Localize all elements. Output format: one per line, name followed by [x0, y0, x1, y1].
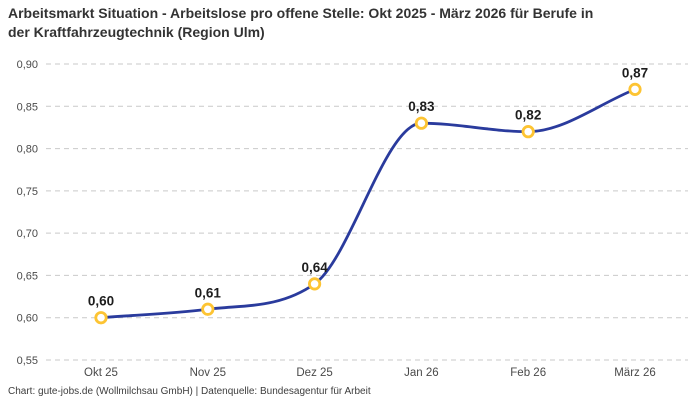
y-axis-tick-label: 0,75 — [17, 186, 38, 198]
y-axis-tick-label: 0,55 — [17, 355, 38, 367]
data-point-label: 0,60 — [88, 294, 114, 309]
data-point-label: 0,83 — [408, 99, 435, 114]
y-axis-tick-label: 0,90 — [17, 59, 38, 71]
x-axis-tick-label: Feb 26 — [510, 367, 546, 379]
x-axis-tick-label: Nov 25 — [190, 367, 226, 379]
x-axis-tick-label: Okt 25 — [84, 367, 118, 379]
chart-footer-credit: Chart: gute-jobs.de (Wollmilchsau GmbH) … — [8, 386, 371, 397]
y-axis-tick-label: 0,60 — [17, 313, 38, 325]
x-axis-tick-label: März 26 — [614, 367, 656, 379]
y-axis-tick-label: 0,80 — [17, 144, 38, 156]
chart-title: Arbeitsmarkt Situation - Arbeitslose pro… — [8, 5, 594, 40]
x-axis-tick-label: Jan 26 — [404, 367, 439, 379]
data-point-marker — [307, 277, 322, 291]
data-point-marker — [201, 302, 215, 316]
data-point-label: 0,82 — [515, 108, 541, 123]
y-axis-tick-label: 0,65 — [17, 270, 38, 282]
x-axis-tick-label: Dez 25 — [296, 367, 332, 379]
data-point-marker — [414, 116, 428, 130]
data-point-marker — [521, 125, 535, 139]
series-line — [99, 87, 637, 320]
y-axis-tick-label: 0,85 — [17, 101, 38, 113]
data-point-marker — [628, 82, 642, 96]
y-axis-tick-label: 0,70 — [17, 228, 38, 240]
data-point-label: 0,64 — [301, 260, 328, 275]
data-point-label: 0,61 — [195, 285, 222, 300]
data-point-label: 0,87 — [622, 65, 648, 80]
data-point-marker — [94, 311, 108, 325]
